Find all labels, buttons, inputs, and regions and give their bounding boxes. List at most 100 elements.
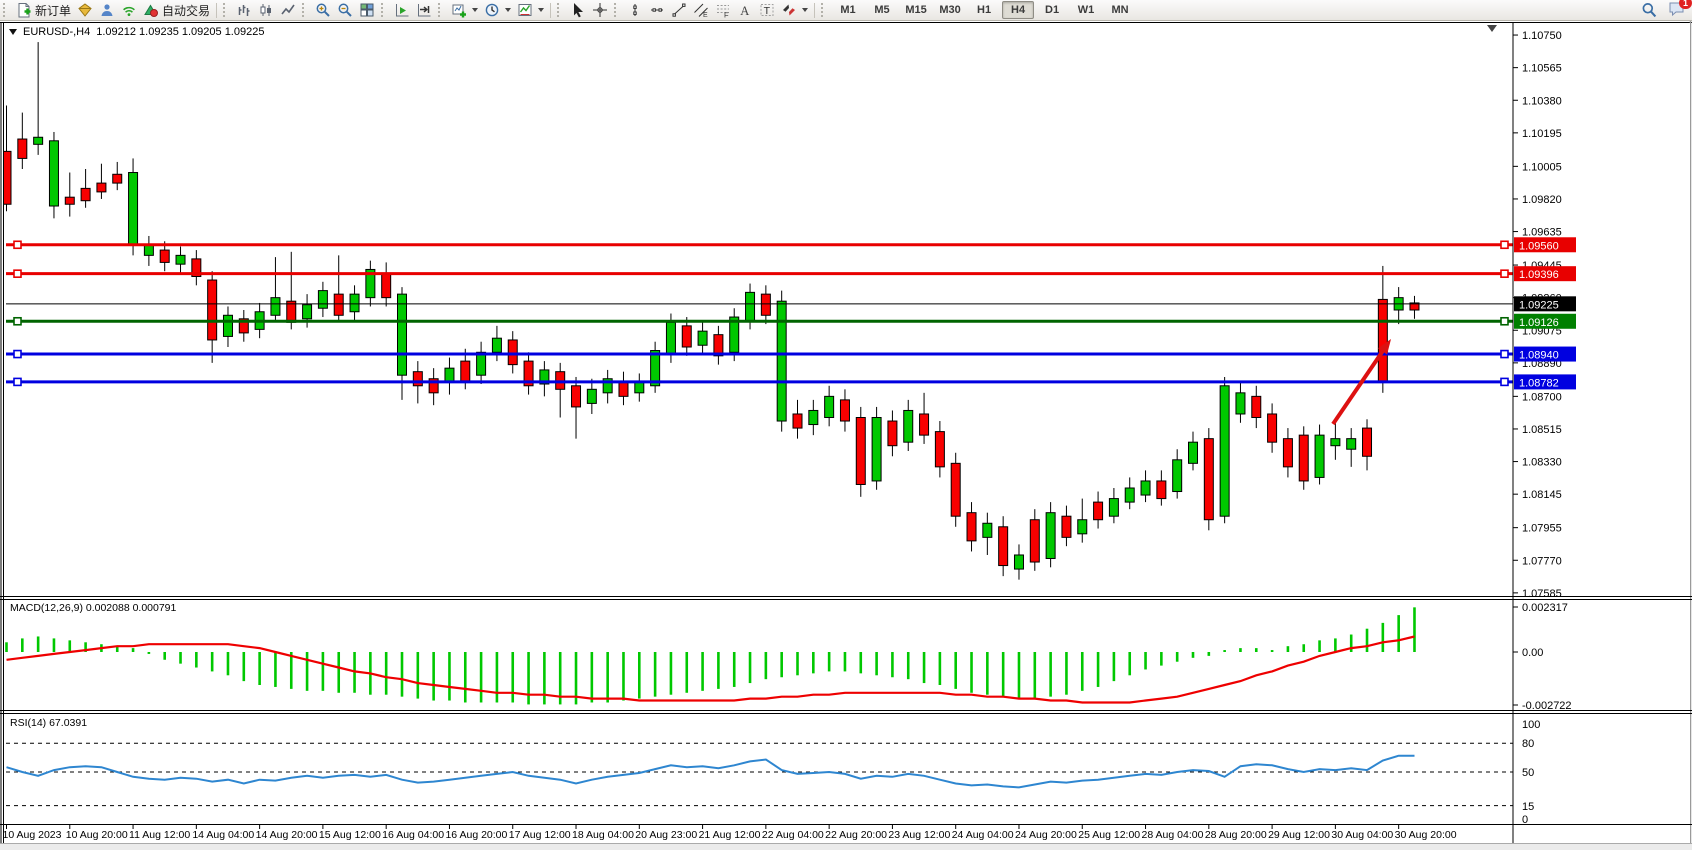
- time-tick-label: 21 Aug 12:00: [699, 829, 761, 841]
- toolbar-group-handle[interactable]: [3, 3, 11, 17]
- toolbar-button-new-order[interactable]: 新订单: [13, 1, 74, 19]
- toolbar-button-chart-shift[interactable]: [413, 1, 435, 19]
- toolbar-button-styler[interactable]: [74, 1, 96, 19]
- zoom-in-icon: [315, 2, 331, 18]
- time-tick-label: 14 Aug 20:00: [256, 829, 318, 841]
- notifications-button[interactable]: 1: [1668, 0, 1692, 20]
- toolbar-button-templates[interactable]: [514, 1, 547, 19]
- search-button[interactable]: [1638, 1, 1660, 19]
- toolbar-group-handle[interactable]: [557, 3, 565, 17]
- toolbar-group-handle[interactable]: [438, 3, 446, 17]
- toolbar-button-line-chart[interactable]: [277, 1, 299, 19]
- toolbar-group-handle[interactable]: [302, 3, 310, 17]
- hline-anchor[interactable]: [13, 316, 22, 326]
- timeframe-m30[interactable]: M30: [939, 4, 961, 16]
- timeframe-w1[interactable]: W1: [1077, 4, 1095, 16]
- toolbar-group-handle[interactable]: [381, 3, 389, 17]
- toolbar-button-vertical-line[interactable]: [624, 1, 646, 19]
- chart-background[interactable]: [0, 20, 1692, 844]
- toolbar-button-auto-scroll[interactable]: [391, 1, 413, 19]
- toolbar-separator: [216, 2, 218, 18]
- timeframe-m15[interactable]: M15: [905, 4, 927, 16]
- candle-body: [64, 196, 75, 205]
- toolbar-button-zoom-out[interactable]: [334, 1, 356, 19]
- signals-icon: [121, 2, 137, 18]
- candle-body: [412, 371, 423, 387]
- toolbar-button-tile-windows[interactable]: [356, 1, 378, 19]
- toolbar-button-mql5-community[interactable]: [96, 1, 118, 19]
- hline-anchor[interactable]: [1500, 377, 1509, 387]
- hline-anchor[interactable]: [1500, 316, 1509, 326]
- rsi-indicator-label: RSI(14) 67.0391: [10, 717, 88, 729]
- toolbar-button-zoom-in[interactable]: [312, 1, 334, 19]
- candle-body: [1409, 302, 1420, 311]
- toolbar-button-equidistant-channel[interactable]: E: [690, 1, 712, 19]
- rsi-tick-label: 80: [1522, 738, 1534, 750]
- toolbar-button-crosshair[interactable]: [589, 1, 611, 19]
- toolbar-button-signals[interactable]: [118, 1, 140, 19]
- hline-anchor[interactable]: [1500, 349, 1509, 359]
- candle-body: [397, 293, 407, 376]
- toolbar-button-cursor[interactable]: [567, 1, 589, 19]
- time-tick-label: 25 Aug 12:00: [1078, 829, 1140, 841]
- timeframe-d1[interactable]: D1: [1045, 4, 1060, 16]
- text-icon: A: [737, 2, 753, 18]
- candle-body: [1077, 519, 1088, 535]
- rsi-tick-label: 0: [1522, 814, 1528, 826]
- candle-body: [1251, 395, 1262, 419]
- price-tick-label: 1.10195: [1522, 128, 1562, 140]
- toolbar-group-handle[interactable]: [821, 3, 829, 17]
- timeframe-mn[interactable]: MN: [1111, 4, 1129, 16]
- toolbar-button-candlestick-chart[interactable]: [255, 1, 277, 19]
- time-tick-label: 28 Aug 04:00: [1142, 829, 1204, 841]
- hline-anchor[interactable]: [13, 269, 22, 278]
- toolbar-button-fibonacci[interactable]: F: [712, 1, 734, 19]
- timeframe-m1[interactable]: M1: [840, 4, 856, 16]
- arrows-icon: [781, 2, 797, 18]
- toolbar-button-new-chart[interactable]: [448, 1, 481, 19]
- candle-body: [238, 318, 249, 334]
- time-tick-label: 29 Aug 12:00: [1268, 829, 1330, 841]
- trend-arrow[interactable]: [1331, 350, 1385, 426]
- timeframe-h1[interactable]: H1: [977, 4, 992, 16]
- hline-anchor[interactable]: [13, 349, 22, 359]
- timeframe-m5[interactable]: M5: [874, 4, 890, 16]
- toolbar-group-handle[interactable]: [614, 3, 622, 17]
- toolbar-button-horizontal-line[interactable]: [646, 1, 668, 19]
- time-tick-label: 22 Aug 20:00: [825, 829, 887, 841]
- candle-body: [1377, 298, 1388, 383]
- candle-body: [317, 290, 328, 309]
- toolbar-button-autotrade[interactable]: 自动交易: [140, 1, 213, 19]
- tile-windows-icon: [359, 2, 375, 18]
- candle-body: [1108, 498, 1119, 517]
- toolbar-group-handle[interactable]: [223, 3, 231, 17]
- rsi-tick-label: 50: [1522, 767, 1534, 779]
- toolbar-button-arrows[interactable]: [778, 1, 811, 19]
- hline-anchor[interactable]: [13, 240, 22, 250]
- hline-anchor[interactable]: [13, 377, 22, 387]
- timeframe-h4[interactable]: H4: [1002, 1, 1035, 19]
- toolbar-button-bar-chart[interactable]: [233, 1, 255, 19]
- candle-body: [444, 367, 455, 383]
- horizontal-line-icon: [649, 2, 665, 18]
- price-tag-label: 1.08782: [1519, 377, 1559, 389]
- cursor-icon: [570, 2, 586, 18]
- toolbar-button-text-label[interactable]: T: [756, 1, 778, 19]
- candle-body: [1172, 459, 1183, 493]
- candle-body: [302, 304, 313, 320]
- candle-body: [871, 417, 882, 482]
- hline-anchor[interactable]: [1500, 240, 1509, 250]
- candle-body: [112, 173, 123, 184]
- symbol-selector-icon[interactable]: [9, 29, 17, 35]
- candle-body: [729, 316, 740, 353]
- toolbar-button-trendline[interactable]: [668, 1, 690, 19]
- styler-icon: [77, 2, 93, 18]
- hline-anchor[interactable]: [1500, 269, 1509, 278]
- toolbar-button-text[interactable]: A: [734, 1, 756, 19]
- toolbar-button-periods[interactable]: [481, 1, 514, 19]
- trend-arrow-head[interactable]: [1378, 339, 1391, 355]
- time-tick-label: 20 Aug 23:00: [635, 829, 697, 841]
- price-tag-label: 1.09396: [1519, 269, 1559, 281]
- candle-body: [286, 300, 297, 323]
